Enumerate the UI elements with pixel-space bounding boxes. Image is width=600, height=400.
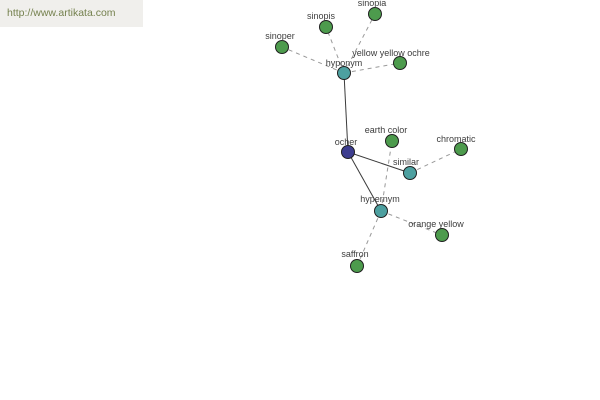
node-label-hypernym: hypernym [360,194,400,204]
node-label-orange-yellow: orange yellow [408,219,464,229]
edge-hyponym-yellow-yellow-ochre [343,62,401,74]
node-saffron[interactable] [350,259,364,273]
edge-hypernym-saffron [356,210,382,267]
node-sinoper[interactable] [275,40,289,54]
node-label-sinopia: sinopia [358,0,387,8]
node-label-yellow-yellow-ochre: yellow yellow ochre [352,48,430,58]
url-label: http://www.artikata.com [0,0,143,27]
edge-hyponym-sinopia [343,13,376,74]
edge-hypernym-orange-yellow [380,210,443,236]
edge-hyponym-sinopis [325,26,345,74]
node-chromatic[interactable] [454,142,468,156]
node-label-saffron: saffron [341,249,368,259]
node-similar[interactable] [403,166,417,180]
node-orange-yellow[interactable] [435,228,449,242]
edge-ocher-hypernym [347,151,382,212]
node-label-ocher: ocher [335,137,358,147]
node-sinopia[interactable] [368,7,382,21]
edge-hypernym-earth-color [380,140,393,212]
edge-similar-chromatic [409,148,462,174]
node-yellow-yellow-ochre[interactable] [393,56,407,70]
edge-hyponym-ocher [343,72,349,153]
node-label-sinoper: sinoper [265,31,295,41]
node-label-earth-color: earth color [365,125,408,135]
node-earth-color[interactable] [385,134,399,148]
edge-hyponym-sinoper [281,46,345,74]
node-hypernym[interactable] [374,204,388,218]
node-hyponym[interactable] [337,66,351,80]
node-label-sinopis: sinopis [307,11,336,21]
node-label-similar: similar [393,157,419,167]
node-label-chromatic: chromatic [436,134,476,144]
node-ocher[interactable] [341,145,355,159]
node-label-hyponym: hyponym [326,58,363,68]
edge-ocher-similar [347,151,411,174]
node-sinopis[interactable] [319,20,333,34]
